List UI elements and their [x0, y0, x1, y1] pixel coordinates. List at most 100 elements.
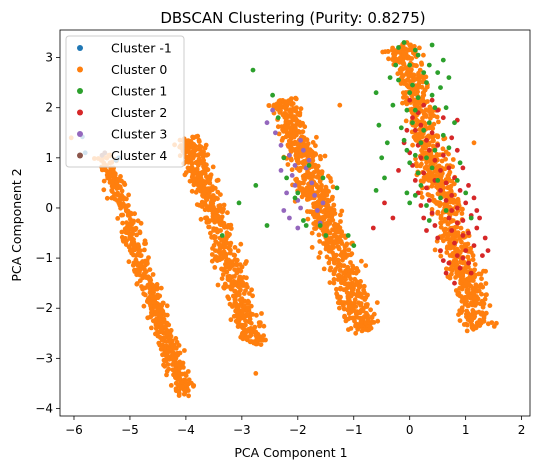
data-point [131, 252, 136, 258]
data-point [252, 325, 257, 330]
data-point [417, 67, 423, 73]
legend-marker [77, 66, 83, 73]
data-point [212, 209, 218, 215]
data-point [443, 270, 449, 276]
data-point [404, 147, 410, 153]
data-point [289, 157, 294, 163]
data-point [205, 152, 211, 158]
data-point [134, 260, 140, 266]
data-point [375, 318, 381, 324]
data-point [454, 178, 460, 183]
data-point [237, 297, 243, 303]
data-point [219, 276, 225, 281]
data-point [426, 62, 432, 68]
data-point [432, 247, 438, 253]
data-point [261, 323, 267, 329]
data-point [452, 225, 458, 230]
data-point [165, 349, 171, 355]
data-point [239, 332, 245, 337]
data-point [131, 243, 137, 249]
data-point [301, 147, 306, 153]
data-point [326, 248, 332, 254]
data-point [449, 228, 455, 233]
data-point [424, 137, 429, 143]
data-point [148, 280, 153, 286]
data-point [338, 219, 343, 224]
data-point [457, 160, 463, 166]
data-point [452, 240, 457, 246]
data-point [412, 123, 418, 129]
data-point [281, 155, 287, 161]
data-point [231, 252, 237, 258]
data-point [494, 320, 499, 326]
data-point [477, 215, 482, 221]
data-point [217, 257, 223, 263]
data-point [327, 267, 333, 273]
data-point [421, 109, 426, 115]
data-point [440, 115, 446, 121]
data-point [278, 108, 283, 113]
data-point [183, 170, 189, 175]
data-point [126, 259, 132, 265]
data-point [472, 314, 478, 319]
data-point [182, 348, 187, 353]
y-tick-label: 1 [45, 151, 53, 165]
data-point [345, 233, 351, 238]
data-point [261, 333, 266, 338]
data-point [346, 298, 352, 303]
data-point [303, 223, 309, 228]
data-point [118, 174, 123, 179]
data-point [298, 180, 304, 186]
data-point [153, 326, 159, 331]
data-point [250, 67, 256, 73]
data-point [354, 279, 360, 285]
data-point [292, 195, 298, 201]
data-point [373, 90, 379, 96]
data-point [319, 192, 325, 198]
data-point [211, 235, 217, 241]
data-point [390, 57, 395, 62]
data-point [426, 120, 432, 126]
data-point [344, 285, 350, 291]
data-point [412, 107, 418, 113]
data-point [338, 277, 344, 282]
data-point [431, 138, 436, 144]
data-point [316, 232, 322, 238]
data-point [223, 254, 229, 260]
data-point [196, 137, 202, 143]
data-point [282, 105, 288, 111]
data-point [320, 209, 326, 215]
data-point [464, 299, 469, 304]
data-point [307, 152, 313, 158]
data-point [172, 345, 178, 351]
data-point [110, 184, 116, 190]
data-point [442, 230, 448, 236]
data-point [191, 142, 197, 147]
data-point [470, 302, 475, 308]
data-point [447, 169, 453, 175]
data-point [212, 227, 218, 233]
data-point [162, 312, 168, 318]
data-point [422, 165, 428, 171]
data-point [287, 215, 292, 221]
data-point [405, 47, 411, 53]
data-point [221, 267, 227, 273]
data-point [243, 261, 248, 266]
data-point [147, 314, 153, 320]
data-point [477, 323, 483, 328]
data-point [283, 99, 289, 105]
y-axis-label: PCA Component 2 [9, 168, 24, 281]
data-point [369, 315, 375, 321]
data-point [403, 99, 409, 105]
data-point [217, 246, 223, 252]
data-point [313, 165, 319, 171]
plot-frame [59, 29, 531, 417]
data-point [126, 192, 131, 198]
data-point [412, 193, 418, 198]
data-point [331, 233, 337, 239]
data-point [379, 155, 385, 161]
data-point [224, 240, 230, 246]
data-point [464, 295, 470, 301]
data-point [305, 216, 311, 222]
data-point [423, 114, 429, 119]
